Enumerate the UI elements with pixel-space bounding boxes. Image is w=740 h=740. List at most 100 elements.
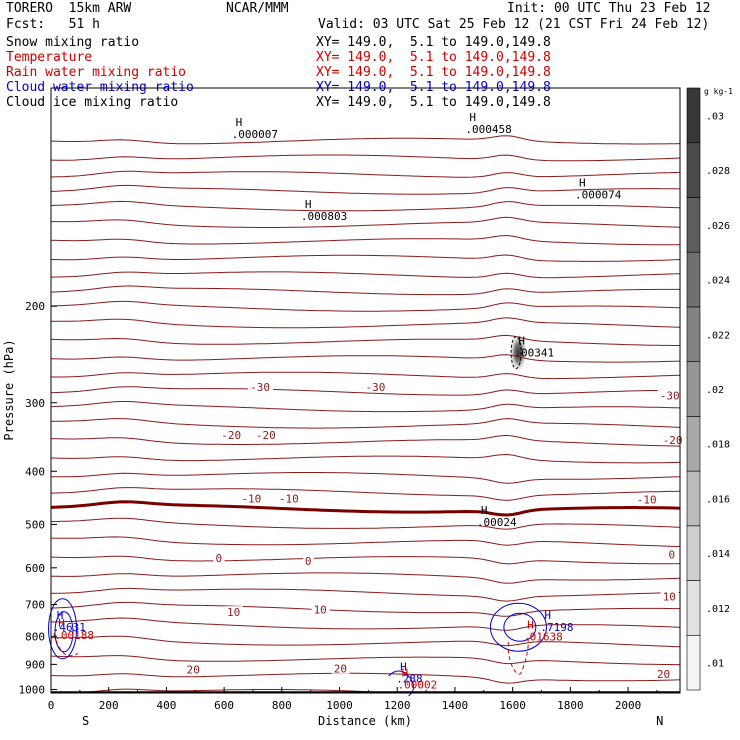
y-tick-label: 700 xyxy=(25,599,45,612)
maximum-value: .288 xyxy=(396,673,423,686)
isotherm-label-bg xyxy=(276,492,302,504)
isotherm-label-bg xyxy=(634,493,660,505)
isotherm-label: 10 xyxy=(227,606,240,619)
x-tick-label: 1000 xyxy=(326,699,353,712)
maximum-value: .00341 xyxy=(514,347,554,360)
colorbar-tick-label: .022 xyxy=(706,330,730,341)
isotherm-line xyxy=(50,500,681,517)
x-tick-label: 1200 xyxy=(384,699,411,712)
isotherm-label-bg xyxy=(225,606,244,618)
y-tick-label: 400 xyxy=(25,465,45,478)
colorbar-tick-label: .018 xyxy=(706,440,730,451)
isotherm-line xyxy=(50,572,681,584)
cloud-water-contour xyxy=(388,670,415,697)
colorbar-segment xyxy=(686,634,701,691)
isotherm-label-bg xyxy=(363,381,389,393)
x-tick-label: 0 xyxy=(48,699,55,712)
maximum-marker: H xyxy=(527,618,534,631)
maximum-value: .7198 xyxy=(540,621,573,634)
isotherm-label: 10 xyxy=(663,591,676,604)
y-tick-label: 1000 xyxy=(19,683,46,696)
isotherm-label: -30 xyxy=(366,381,386,394)
field-label-snow: Snow mixing ratio xyxy=(6,35,140,50)
isotherm-line xyxy=(50,401,681,413)
isotherm-label: 20 xyxy=(334,663,347,676)
isotherm-line xyxy=(50,317,681,329)
isotherm-label: 20 xyxy=(657,668,670,681)
maximum-value: .00188 xyxy=(54,629,94,642)
x-tick-label: 200 xyxy=(99,699,119,712)
x-tick-label: 2000 xyxy=(615,699,642,712)
isotherm-line xyxy=(50,234,680,246)
isotherm-line xyxy=(50,617,681,631)
cloud-water-contour xyxy=(54,611,74,653)
colorbar-segment xyxy=(686,142,701,198)
isotherm-line xyxy=(51,216,681,228)
isotherm-line xyxy=(50,487,681,501)
maximum-value: .000074 xyxy=(575,188,622,201)
field-xy-cloud-ice: XY= 149.0, 5.1 to 149.0,149.8 xyxy=(316,95,551,110)
maximum-marker: H xyxy=(236,116,243,129)
x-tick-label: 1800 xyxy=(557,699,584,712)
colorbar-segment xyxy=(686,416,701,472)
colorbar-segment xyxy=(686,470,701,527)
maximum-marker: H xyxy=(481,504,488,517)
isotherm-line xyxy=(50,135,681,145)
maximum-value: .000458 xyxy=(465,123,511,136)
isotherm-line xyxy=(50,587,681,602)
maximum-value: .01638 xyxy=(523,630,563,643)
isotherm-line xyxy=(50,285,680,296)
direction-south: S xyxy=(82,714,89,728)
y-tick-label: 500 xyxy=(25,518,45,531)
snow-contour xyxy=(510,336,522,370)
isotherm-line xyxy=(50,271,681,279)
isotherm-label-bg xyxy=(311,603,330,615)
isotherm-label-bg xyxy=(184,663,203,675)
y-tick-label: 900 xyxy=(25,658,45,671)
maximum-marker: H xyxy=(400,661,407,674)
colorbar-segment xyxy=(686,197,701,253)
maximum-marker: H xyxy=(544,609,551,622)
isotherm-label: -20 xyxy=(256,429,276,442)
x-tick-label: 400 xyxy=(156,699,176,712)
colorbar-tick-label: .024 xyxy=(706,276,730,287)
isotherm-label-bg xyxy=(666,548,678,560)
rain-contour xyxy=(507,636,529,675)
isotherm-label-bg xyxy=(302,555,314,567)
x-tick-label: 1400 xyxy=(442,699,469,712)
isotherm-line xyxy=(50,601,680,617)
isotherm-label-bg xyxy=(331,662,350,674)
isotherm-label: 0 xyxy=(215,552,222,565)
isotherm-line xyxy=(50,635,681,648)
valid-time: Valid: 03 UTC Sat 25 Feb 12 (21 CST Fri … xyxy=(318,17,710,32)
isotherm-line xyxy=(50,453,681,464)
isotherm-label-bg xyxy=(239,492,265,504)
colorbar-tick-label: .02 xyxy=(706,385,724,396)
rain-contour xyxy=(53,633,79,657)
y-tick-label: 200 xyxy=(25,300,45,313)
maximum-marker: H xyxy=(579,176,586,189)
isotherm-line xyxy=(50,434,681,447)
isotherm-line xyxy=(50,517,681,530)
maximum-marker: H xyxy=(469,111,476,124)
isotherm-label-bg xyxy=(657,389,683,401)
isotherm-line xyxy=(50,154,681,162)
isotherm-line xyxy=(50,354,681,363)
colorbar-tick-label: .014 xyxy=(706,549,730,560)
colorbar-tick-label: .012 xyxy=(706,604,730,615)
isotherm-label: 0 xyxy=(305,555,312,568)
isotherm-line xyxy=(50,170,681,178)
colorbar-segment xyxy=(686,251,701,308)
colorbar-segment xyxy=(686,580,701,636)
isotherm-label: -10 xyxy=(279,492,299,505)
cloud-water-contour xyxy=(503,612,537,642)
colorbar-tick-label: .026 xyxy=(706,221,730,232)
init-time: Init: 00 UTC Thu 23 Feb 12 xyxy=(507,1,711,16)
field-xy-rain: XY= 149.0, 5.1 to 149.0,149.8 xyxy=(316,65,551,80)
isotherm-line xyxy=(50,555,681,565)
isotherm-line xyxy=(50,418,681,429)
isotherm-label-bg xyxy=(660,590,679,602)
x-axis-title: Distance (km) xyxy=(318,714,412,728)
isotherm-label: -10 xyxy=(637,493,657,506)
field-xy-temperature: XY= 149.0, 5.1 to 149.0,149.8 xyxy=(316,50,551,65)
